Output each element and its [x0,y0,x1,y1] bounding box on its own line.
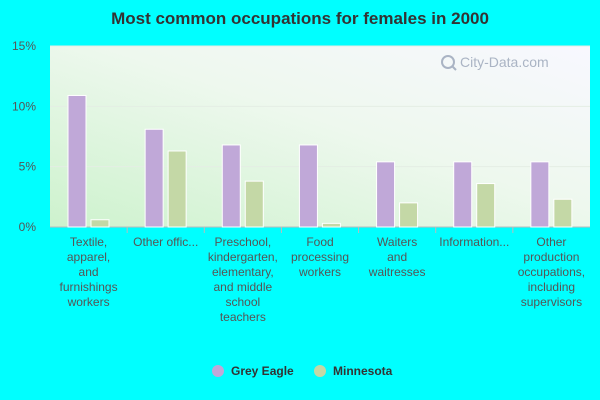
bars [67,94,573,228]
bar-minnesota [553,198,573,228]
bar-minnesota [321,222,341,228]
legend-label-minnesota: Minnesota [333,364,393,378]
bar-grey-eagle [144,128,164,228]
watermark-text: City-Data.com [460,54,549,70]
bar-grey-eagle [530,161,550,228]
x-category-label: Food processing workers [291,235,349,279]
watermark-magnifier-icon [441,55,455,69]
bar-grey-eagle [67,94,87,228]
bar-minnesota [167,150,187,228]
legend-swatch-grey-eagle [212,365,224,377]
y-tick-label: 5% [19,160,37,174]
x-category-label: Information... [439,235,509,249]
watermark-magnifier-handle [451,65,457,71]
y-tick-label: 10% [12,99,36,113]
chart-title: Most common occupations for females in 2… [111,9,489,28]
x-category-label: Textile, apparel, and furnishings workers [60,235,118,309]
x-category-label: Waiters and waitresses [368,235,426,279]
x-category-label: Preschool, kindergarten, elementary, and mi… [208,235,278,324]
watermark: City-Data.com [441,54,549,71]
bar-minnesota [244,180,264,228]
bar-grey-eagle [221,144,241,228]
legend: Grey Eagle Minnesota [212,364,393,378]
x-axis: Textile, apparel, and furnishings workers Oth… [60,227,585,324]
bar-grey-eagle [453,161,473,228]
y-axis: 0% 5% 10% 15% [12,39,36,234]
legend-swatch-minnesota [314,365,326,377]
plot-area [50,46,590,227]
bar-grey-eagle [376,161,396,228]
bar-grey-eagle [298,144,318,228]
y-tick-label: 15% [12,39,36,53]
x-category-label: Other offic... [133,235,198,249]
legend-label-grey-eagle: Grey Eagle [231,364,294,378]
bar-minnesota [399,202,419,228]
bar-minnesota [476,183,496,228]
y-tick-label: 0% [19,220,37,234]
bar-minnesota [90,219,110,228]
gridlines [50,45,590,228]
x-category-label: Other production occupations, including supe… [518,235,585,309]
